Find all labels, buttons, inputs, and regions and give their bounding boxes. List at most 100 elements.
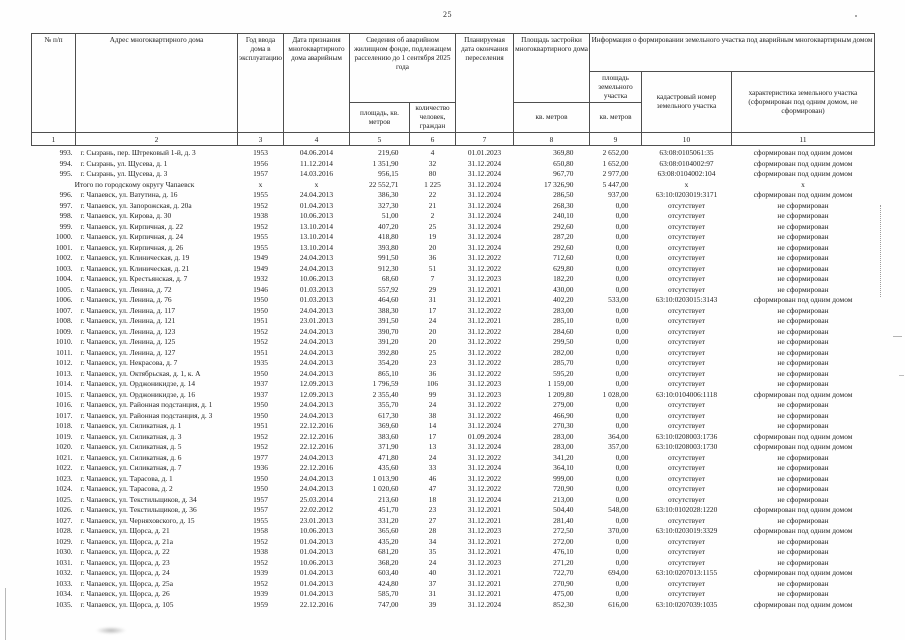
- cell-status: не сформирован: [777, 536, 829, 546]
- cell-year: 1950: [253, 305, 268, 315]
- cell-area: 391,20: [378, 337, 399, 346]
- cell-footprint: 270,90: [553, 578, 574, 588]
- cell-footprint: 271,20: [553, 557, 574, 567]
- cell-status: сформирован под одним домом: [753, 599, 853, 609]
- cell-footprint: 595,20: [553, 368, 574, 378]
- cell-year: 1952: [253, 337, 268, 346]
- cell-footprint: 967,70: [553, 169, 574, 178]
- cell-n: 1034.: [55, 589, 73, 598]
- cell-people: 37: [428, 578, 437, 588]
- cell-footprint: 285,70: [553, 358, 574, 367]
- table-row: 1009. г. Чапаевск, ул. Ленина, д. 123 1952…: [32, 327, 875, 338]
- cell-area: 1 796,59: [372, 379, 399, 388]
- cell-n: 995.: [59, 169, 73, 178]
- cell-n: 1029.: [55, 536, 73, 546]
- table-row: 1005. г. Чапаевск, ул. Ленина, д. 72 1946 0…: [32, 285, 875, 296]
- cell-pdate: 31.12.2022: [467, 368, 502, 378]
- cell-footprint: 722,70: [553, 568, 574, 577]
- cell-n: 999.: [59, 221, 73, 231]
- cell-address: г. Сызрань, ул. Щусева, д. 3: [80, 169, 168, 178]
- cell-land: 0,00: [615, 347, 629, 357]
- scan-dash-mark: [893, 336, 902, 337]
- cell-pdate: 31.12.2021: [467, 578, 502, 588]
- header-fund-area: площадь, кв. метров: [349, 102, 410, 133]
- cell-area: 388,30: [378, 305, 399, 315]
- cell-date: x: [314, 179, 319, 189]
- cell-land: 5 447,00: [602, 179, 629, 189]
- summary-label: Итого по городскому округу Чапаевск: [74, 179, 195, 189]
- cell-pdate: 31.12.2022: [467, 358, 502, 367]
- cell-cad: отсутствует: [668, 263, 705, 273]
- cell-people: 25: [428, 347, 437, 357]
- cell-people: 7: [430, 274, 435, 283]
- table-row: 1029. г. Чапаевск, ул. Щорса, д. 21а 1952 0…: [32, 537, 875, 548]
- cell-status: сформирован под одним домом: [753, 431, 853, 441]
- table-row: 1014. г. Чапаевск, ул. Орджоникидзе, д. 1…: [32, 379, 875, 390]
- cell-year: 1952: [253, 326, 268, 336]
- table-row: 1028. г. Чапаевск, ул. Щорса, д. 21 1958 10…: [32, 526, 875, 537]
- cell-status: сформирован под одним домом: [753, 568, 853, 577]
- cell-footprint: 283,00: [553, 431, 574, 441]
- column-number: 2: [75, 132, 238, 146]
- cell-date: 10.06.2013: [299, 526, 334, 535]
- cell-year: 1955: [253, 242, 268, 252]
- cell-footprint: 852,30: [553, 599, 574, 609]
- column-numbers-row: 1 2 3 4 5 6 7 8 9 10 11: [31, 132, 876, 146]
- cell-land: 0,00: [615, 368, 629, 378]
- cell-address: г. Чапаевск, ул. Крестьянская, д. 7: [80, 274, 188, 283]
- cell-pdate: 31.12.2023: [467, 379, 502, 388]
- table-row: 1008. г. Чапаевск, ул. Ленина, д. 121 1951…: [32, 316, 875, 327]
- cell-people: 35: [428, 547, 437, 556]
- table-row: 999. г. Чапаевск, ул. Кирпичная, д. 22 195…: [32, 222, 875, 233]
- cell-area: 368,20: [378, 557, 399, 567]
- cell-pdate: 31.12.2021: [467, 589, 502, 598]
- summary-row: Итого по городскому округу Чапаевск x x 22 …: [32, 180, 875, 191]
- column-number: 5: [349, 132, 410, 146]
- cell-cad: отсутствует: [668, 379, 705, 388]
- cell-address: г. Чапаевск, ул. Силикатная, д. 3: [80, 431, 182, 441]
- cell-people: 36: [428, 253, 437, 262]
- column-number: 9: [589, 132, 642, 146]
- cell-people: 106: [426, 379, 439, 388]
- cell-cad: отсутствует: [668, 274, 705, 283]
- cell-cad: отсутствует: [668, 536, 705, 546]
- cell-footprint: 285,10: [553, 316, 574, 325]
- cell-n: 1028.: [55, 526, 73, 535]
- cell-pdate: 31.12.2021: [467, 515, 502, 525]
- table-row: 1033. г. Чапаевск, ул. Щорса, д. 25а 1952 0…: [32, 579, 875, 590]
- cell-area: 22 552,71: [368, 179, 399, 189]
- cell-footprint: 299,50: [553, 337, 574, 346]
- cell-year: 1950: [253, 295, 268, 304]
- cell-address: г. Чапаевск, ул. Кирпичная, д. 24: [80, 232, 184, 241]
- cell-address: г. Чапаевск, ул. Текстильщиков, д. 36: [80, 505, 197, 514]
- cell-address: г. Чапаевск, ул. Ленина, д. 123: [80, 326, 176, 336]
- cell-footprint: 270,30: [553, 421, 574, 430]
- table-row: 1004. г. Чапаевск, ул. Крестьянская, д. 7…: [32, 274, 875, 285]
- cell-pdate: 31.12.2024: [467, 494, 502, 504]
- cell-year: 1952: [253, 557, 268, 567]
- cell-footprint: 272,50: [553, 526, 574, 535]
- cell-date: 12.09.2013: [299, 379, 334, 388]
- cell-area: 369,60: [378, 421, 399, 430]
- cell-land: 548,00: [608, 505, 629, 514]
- cell-people: 32: [428, 158, 437, 168]
- column-number: 4: [283, 132, 350, 146]
- cell-pdate: 31.12.2021: [467, 284, 502, 294]
- header-footprint-unit: кв. метров: [513, 102, 590, 133]
- cell-people: 46: [428, 473, 437, 483]
- cell-date: 13.10.2014: [299, 242, 334, 252]
- cell-date: 14.03.2016: [299, 169, 334, 178]
- table-row: 1035. г. Чапаевск, ул. Щорса, д. 105 1959 2…: [32, 600, 875, 611]
- cell-land: 2 977,00: [602, 169, 629, 178]
- cell-status: не сформирован: [777, 421, 829, 430]
- cell-footprint: 284,60: [553, 326, 574, 336]
- cell-land: 0,00: [615, 337, 629, 346]
- header-land-group: Информация о формировании земельного уча…: [588, 33, 876, 72]
- column-number: 8: [513, 132, 590, 146]
- cell-cad: 63:10:0207013:1155: [655, 568, 718, 577]
- cell-pdate: 31.12.2024: [467, 463, 502, 472]
- cell-address: г. Чапаевск, ул. Кирпичная, д. 26: [80, 242, 184, 252]
- scan-dotted-line: [880, 205, 881, 297]
- cell-people: 17: [428, 431, 437, 441]
- cell-area: 1 351,90: [372, 158, 399, 168]
